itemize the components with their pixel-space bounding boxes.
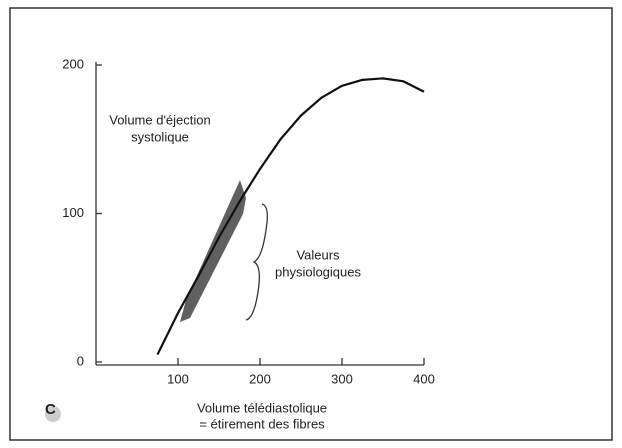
frame [9,7,613,441]
panel-badge [45,406,61,422]
curve [156,77,425,356]
y-tick-label: 100 [62,205,84,220]
y-tick-label: 200 [62,56,84,71]
physiological-band [180,180,246,322]
y-label: Volume d'éjection [109,112,211,127]
x-label: Volume télédiastolique [197,400,327,415]
annotation: Valeurs [296,247,340,262]
x-tick-label: 200 [249,371,271,386]
annotation: physiologiques [275,264,362,279]
x-tick-label: 300 [331,371,353,386]
y-label: systolique [131,129,189,144]
y-tick-label: 0 [77,353,84,368]
panel-label: C [45,401,56,418]
brace [245,203,268,321]
x-label: = étirement des fibres [199,416,325,431]
x-tick-label: 400 [413,371,435,386]
x-tick-label: 100 [167,371,189,386]
